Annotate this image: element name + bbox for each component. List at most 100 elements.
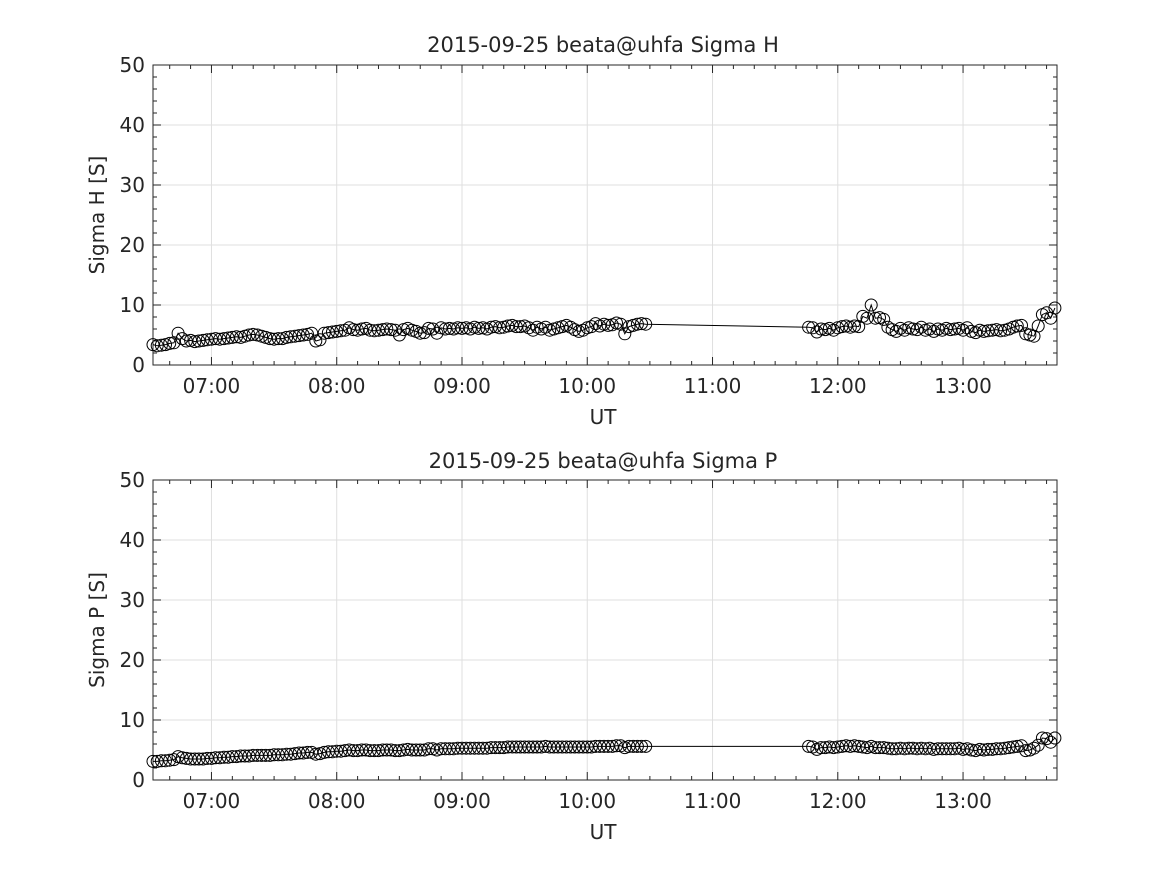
sigma-h-data-point [635, 317, 648, 331]
sigma-p-data-point [597, 739, 611, 753]
sigma-p-data-point [472, 741, 486, 755]
sigma-p-data-point [843, 739, 857, 753]
sigma-p-data-point [150, 754, 164, 768]
sigma-h-y-tick-label: 50 [120, 53, 145, 77]
sigma-p-data-point [317, 745, 331, 759]
sigma-p-data-point [818, 741, 832, 755]
sigma-p-data-point [221, 750, 235, 764]
sigma-p-data-point [372, 744, 385, 758]
sigma-p-data-point [580, 740, 594, 754]
sigma-h-x-tick-label: 12:00 [809, 374, 867, 398]
sigma-h-data-point [296, 328, 310, 342]
sigma-p-data-point [1015, 739, 1028, 753]
sigma-p-data-point [275, 748, 289, 762]
sigma-p-plot-xlabel: UT [590, 820, 618, 844]
sigma-h-y-tick-label: 0 [132, 353, 145, 377]
sigma-p-data-point [163, 753, 177, 767]
sigma-p-data-point [213, 751, 227, 765]
sigma-h-data-point [221, 331, 235, 345]
sigma-p-data-point [217, 750, 231, 764]
sigma-h-x-tick-label: 13:00 [934, 374, 992, 398]
sigma-h-data-point [806, 321, 820, 335]
sigma-p-data-point [476, 741, 490, 755]
sigma-p-data-point [263, 748, 277, 762]
sigma-p-data-point [159, 754, 172, 768]
sigma-h-data-point [493, 321, 507, 335]
sigma-p-data-point [209, 751, 223, 765]
sigma-h-data-point [188, 335, 202, 349]
sigma-h-data-point [501, 319, 515, 333]
sigma-h-data-point [864, 298, 878, 312]
sigma-h-data-point [246, 327, 260, 341]
sigma-p-y-tick-label: 40 [120, 528, 145, 552]
sigma-p-data-point [839, 739, 853, 753]
sigma-h-data-point [267, 332, 281, 346]
sigma-p-data-point [827, 741, 841, 755]
sigma-p-data-point [802, 739, 816, 753]
sigma-h-data-point [509, 320, 523, 334]
sigma-p-x-tick-label: 10:00 [558, 789, 616, 813]
sigma-h-data-point [906, 322, 920, 336]
sigma-p-data-point [493, 741, 507, 755]
sigma-p-data-point [330, 744, 344, 758]
sigma-p-data-point [630, 739, 644, 753]
sigma-p-x-tick-label: 09:00 [433, 789, 491, 813]
sigma-p-data-point [280, 747, 294, 761]
sigma-h-data-point [388, 323, 402, 337]
sigma-h-x-tick-label: 08:00 [308, 374, 366, 398]
sigma-p-data-point [409, 743, 423, 757]
sigma-p-data-point [831, 740, 845, 754]
sigma-p-data-point [488, 741, 502, 755]
sigma-p-data-point [513, 740, 527, 754]
sigma-h-data-point [205, 332, 218, 346]
sigma-h-x-tick-label: 07:00 [183, 374, 241, 398]
sigma-h-data-point [225, 330, 239, 344]
sigma-p-x-tick-label: 11:00 [684, 789, 742, 813]
sigma-h-y-tick-label: 20 [120, 233, 145, 257]
sigma-p-y-tick-label: 50 [120, 468, 145, 492]
sigma-p-data-point [301, 745, 314, 759]
sigma-p-data-point [927, 742, 941, 756]
sigma-h-data-point [1010, 319, 1024, 333]
sigma-p-data-point [413, 743, 427, 757]
sigma-p-data-point [447, 742, 461, 756]
sigma-p-data-point [359, 743, 373, 757]
sigma-p-data-point [296, 746, 310, 760]
sigma-p-data-point [438, 742, 452, 756]
sigma-p-data-point [956, 742, 970, 756]
sigma-h-x-tick-label: 10:00 [558, 374, 616, 398]
sigma-h-data-point [280, 330, 294, 344]
sigma-h-data-point [914, 320, 928, 334]
sigma-h-data-point [242, 328, 256, 342]
sigma-h-data-point [539, 320, 552, 334]
sigma-p-data-point [167, 753, 181, 767]
sigma-p-data-point [856, 740, 870, 754]
sigma-p-data-point [914, 741, 928, 755]
sigma-p-data-point [998, 741, 1012, 755]
sigma-p-data-point [601, 739, 615, 753]
sigma-h-y-tick-label: 40 [120, 113, 145, 137]
sigma-p-data-point [889, 742, 903, 756]
sigma-p-data-point [1048, 731, 1062, 745]
sigma-h-data-point [284, 330, 298, 344]
sigma-h-data-point [944, 323, 957, 337]
sigma-p-plot-title: 2015-09-25 beata@uhfa Sigma P [429, 449, 778, 473]
sigma-p-axes-box [152, 479, 1058, 781]
sigma-p-x-tick-label: 07:00 [183, 789, 241, 813]
sigma-h-data-point [1015, 318, 1028, 332]
sigma-h-data-point [417, 326, 431, 340]
sigma-p-data-point [200, 751, 214, 765]
sigma-p-data-point [367, 744, 381, 758]
sigma-p-data-point [1010, 739, 1024, 753]
sigma-p-data-point [822, 740, 836, 754]
sigma-h-data-point [860, 311, 874, 325]
sigma-h-data-point [630, 317, 644, 331]
sigma-h-data-point [810, 325, 824, 339]
sigma-p-data-point [994, 742, 1008, 756]
sigma-p-data-point [376, 743, 390, 757]
sigma-p-data-point [321, 745, 335, 759]
sigma-p-data-point [242, 749, 256, 763]
sigma-h-data-point [372, 323, 385, 337]
sigma-h-data-point [192, 334, 206, 348]
